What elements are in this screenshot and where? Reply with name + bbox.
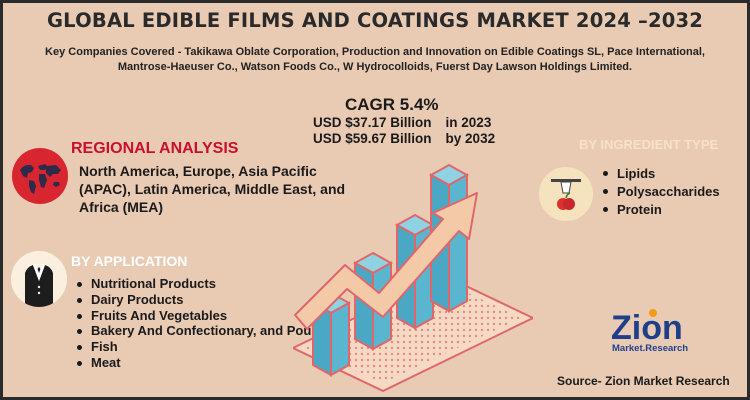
key-companies-text: Key Companies Covered - Takikawa Oblate … [45, 46, 705, 73]
market-value-2023: USD $37.17 Billion in 2023 [313, 115, 491, 130]
value-2032-amount: USD $59.67 Billion [313, 131, 432, 146]
by-application-heading: BY APPLICATION [71, 253, 188, 269]
regional-analysis-text: North America, Europe, Asia Pacific (APA… [79, 163, 346, 215]
ingredient-icon [539, 167, 593, 221]
list-item: Bakery And Confectionary, and Poultry [75, 323, 335, 339]
value-2023-amount: USD $37.17 Billion [313, 115, 432, 130]
cagr-value: CAGR 5.4% [345, 95, 439, 114]
list-item: Protein [601, 201, 720, 219]
suit-icon [11, 251, 67, 307]
list-item: Lipids [601, 165, 720, 183]
regional-analysis-heading: REGIONAL ANALYSIS [71, 140, 239, 157]
source-text: Source- Zion Market Research [557, 374, 730, 388]
page-title: GLOBAL EDIBLE FILMS AND COATINGS MARKET … [46, 9, 704, 32]
growth-chart-illustration [293, 163, 533, 393]
value-2032-period: by 2032 [445, 131, 496, 146]
world-map-icon [12, 148, 68, 204]
list-item: Nutritional Products [75, 276, 335, 292]
list-item: Meat [75, 355, 335, 371]
by-ingredient-type-heading: BY INGREDIENT TYPE [579, 137, 719, 152]
market-value-2032: USD $59.67 Billion by 2032 [313, 131, 495, 146]
value-2023-period: in 2023 [445, 115, 492, 130]
zion-logo: Zion Market.Research [609, 306, 709, 356]
logo-subtext: Market.Research [612, 343, 688, 354]
ingredient-list: Lipids Polysaccharides Protein [601, 165, 720, 219]
list-item: Dairy Products [75, 292, 335, 308]
logo-word: Zion [611, 309, 683, 347]
list-item: Fruits And Vegetables [75, 308, 335, 324]
list-item: Fish [75, 339, 335, 355]
application-list: Nutritional Products Dairy Products Frui… [75, 276, 335, 371]
list-item: Polysaccharides [601, 183, 720, 201]
